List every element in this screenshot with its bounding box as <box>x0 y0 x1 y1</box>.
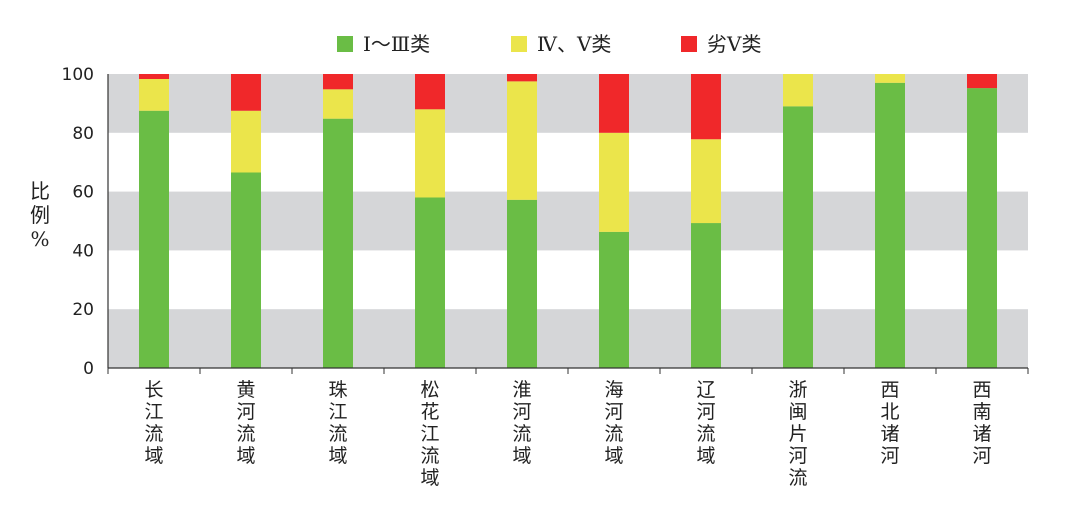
bar-segment <box>415 74 445 110</box>
legend-label: 劣Ⅴ类 <box>707 32 761 56</box>
y-tick-label: 0 <box>83 359 94 379</box>
bar-segment <box>875 82 905 368</box>
bar-segment <box>691 223 721 368</box>
y-tick-label: 20 <box>72 300 94 320</box>
bar-segment <box>507 199 537 368</box>
bar-segment <box>967 74 997 89</box>
grid-band <box>108 309 1028 368</box>
axes <box>107 74 1029 374</box>
bar-segment <box>967 88 997 368</box>
bar-segment <box>231 172 261 368</box>
y-axis-title: 比例% <box>30 179 50 251</box>
bar-segment <box>231 74 261 111</box>
bar-segment <box>323 118 353 368</box>
legend-swatch <box>681 36 697 52</box>
category-label: 西北诸河 <box>880 379 899 467</box>
bar-segment <box>231 110 261 173</box>
bar-segment <box>139 78 169 111</box>
bar-segment <box>691 139 721 224</box>
bar-segment <box>691 74 721 140</box>
bar-segment <box>139 110 169 368</box>
category-label: 海河流域 <box>604 379 623 467</box>
legend-label: Ⅳ、Ⅴ类 <box>537 32 611 56</box>
grid-bands <box>108 74 1028 368</box>
bar-segment <box>507 81 537 200</box>
y-tick-label: 40 <box>72 241 94 261</box>
bar-segment <box>139 74 169 79</box>
y-tick-labels: 0 20 40 60 80 100 <box>62 65 94 379</box>
bar-segment <box>599 74 629 133</box>
category-label: 长江流域 <box>144 379 163 467</box>
grid-band <box>108 191 1028 251</box>
bar-segment <box>323 74 353 90</box>
category-label: 西南诸河 <box>972 379 991 467</box>
category-label: 松花江流域 <box>420 379 439 489</box>
legend-swatch <box>337 36 353 52</box>
category-label: 浙闽片河流 <box>788 379 807 489</box>
y-axis-label: 比例% <box>30 179 50 251</box>
y-tick-label: 100 <box>62 65 94 85</box>
bar-segment <box>415 197 445 368</box>
y-tick-label: 80 <box>72 124 94 144</box>
bar-group <box>139 74 997 368</box>
legend-swatch <box>511 36 527 52</box>
y-tick-label: 60 <box>72 183 94 203</box>
bar-segment <box>783 74 813 107</box>
bar-segment <box>599 231 629 368</box>
category-label: 辽河流域 <box>696 379 715 467</box>
bar-segment <box>323 89 353 119</box>
bar-segment <box>783 106 813 368</box>
category-label: 淮河流域 <box>512 379 531 467</box>
category-label: 黄河流域 <box>236 379 255 467</box>
bar-segment <box>507 74 537 82</box>
grid-band <box>108 74 1028 133</box>
category-label: 珠江流域 <box>328 379 347 467</box>
bar-segment <box>599 132 629 232</box>
legend-label: Ⅰ～Ⅲ类 <box>363 32 430 56</box>
bar-segment <box>875 74 905 83</box>
category-labels: 长江流域 黄河流域 珠江流域 松花江流域 淮河流域 海河流域 辽河流域 浙闽片河流 西北诸河 西南… <box>144 379 991 489</box>
bar-segment <box>415 109 445 198</box>
legend: Ⅰ～Ⅲ类 Ⅳ、Ⅴ类 劣Ⅴ类 <box>337 32 761 56</box>
